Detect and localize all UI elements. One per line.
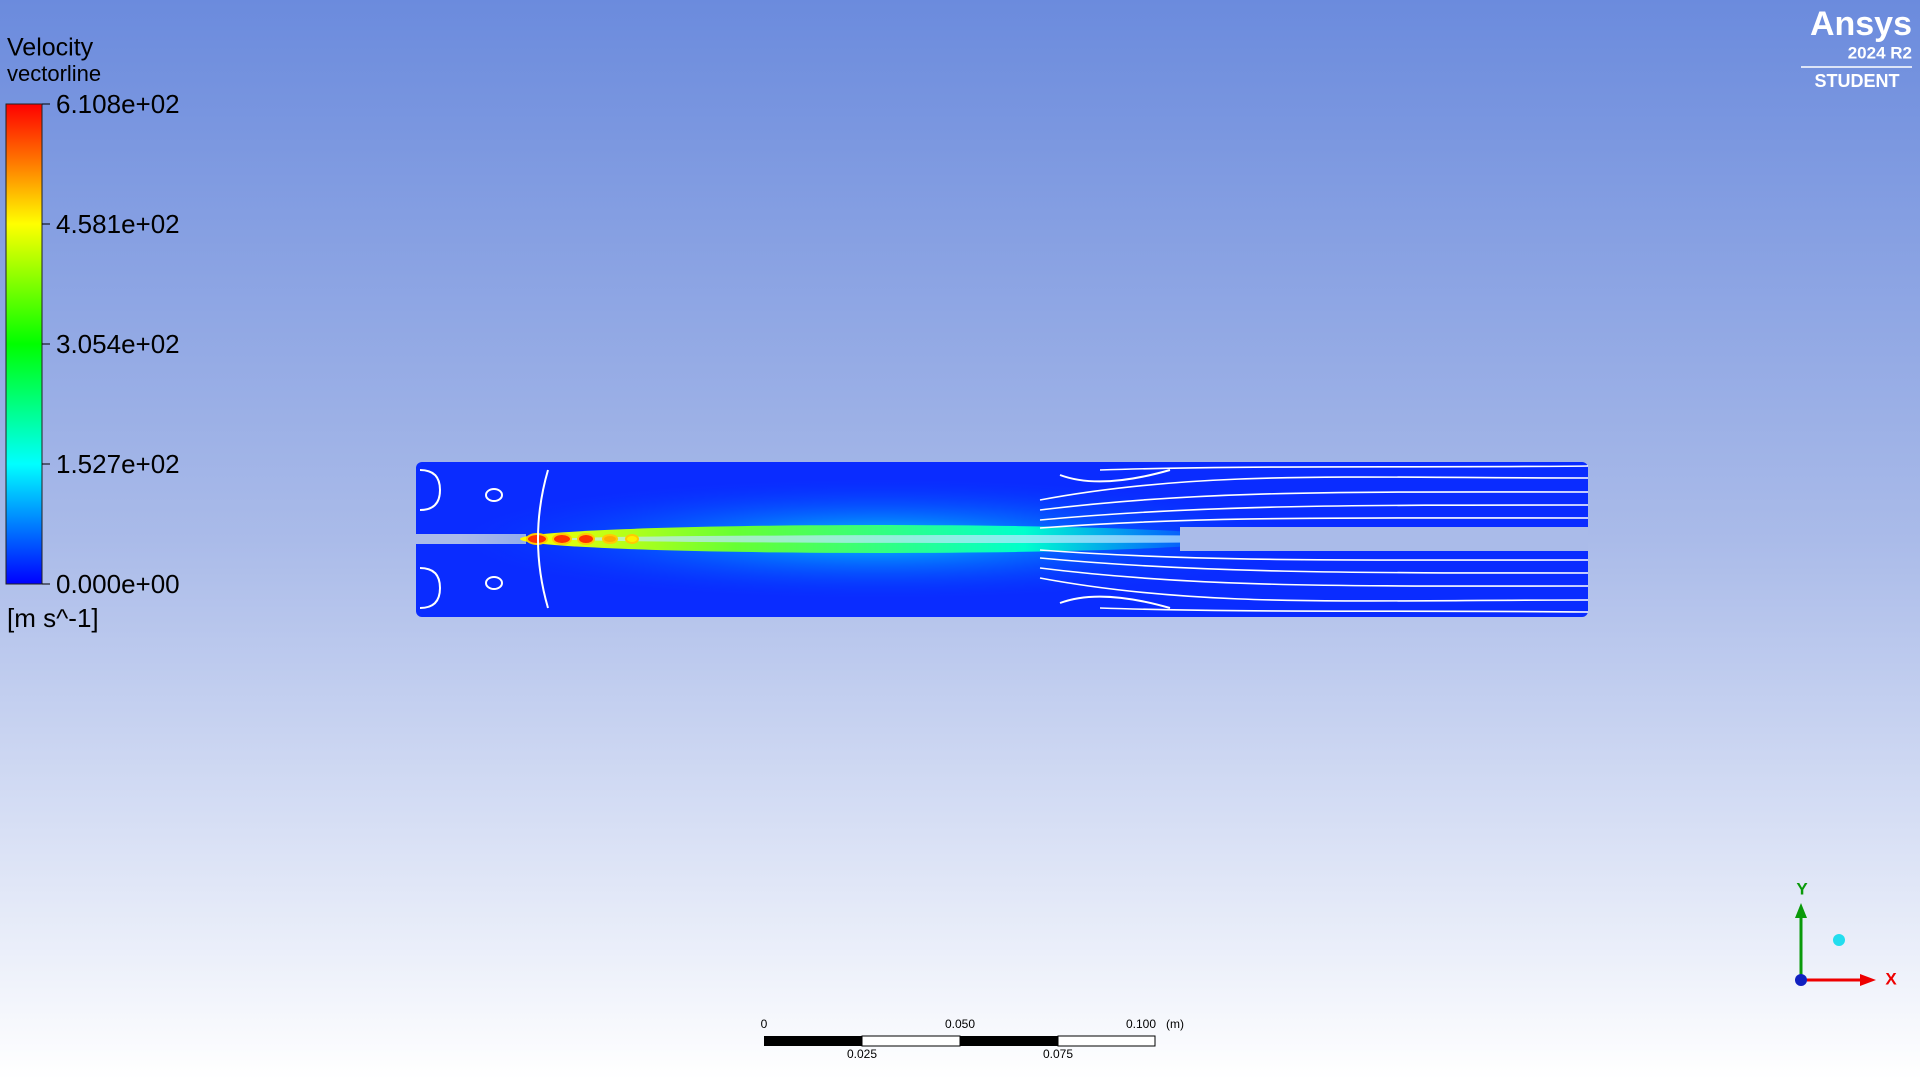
legend-tick-label: 6.108e+02 [56, 89, 180, 119]
brand-version: 2024 R2 [1848, 43, 1912, 62]
scale-label: 0.100 [1126, 1017, 1156, 1031]
axis-label-x: X [1885, 969, 1897, 988]
legend-title: Velocity [7, 34, 94, 62]
scale-label: 0 [761, 1017, 768, 1031]
colorbar [5, 103, 43, 585]
legend-unit: [m s^-1] [7, 603, 99, 633]
scale-bar: 0 0.050 0.100 (m) 0.025 0.075 [761, 1017, 1184, 1061]
scale-label: 0.075 [1043, 1047, 1073, 1061]
legend-tick-label: 1.527e+02 [56, 449, 180, 479]
legend-tick-label: 0.000e+00 [56, 569, 180, 599]
scale-label: 0.025 [847, 1047, 877, 1061]
legend-subtitle: vectorline [7, 61, 101, 86]
flow-field [416, 462, 1589, 617]
axis-label-y: Y [1796, 879, 1808, 898]
axes-triad: Y X [1795, 879, 1897, 988]
scale-label: 0.050 [945, 1017, 975, 1031]
brand-edition: STUDENT [1815, 71, 1900, 91]
scale-unit: (m) [1166, 1017, 1184, 1031]
legend-tick-label: 4.581e+02 [56, 209, 180, 239]
legend-ticks: 6.108e+02 4.581e+02 3.054e+02 1.527e+02 0.00… [42, 89, 180, 599]
brand-name: Ansys [1810, 5, 1912, 43]
legend-tick-label: 3.054e+02 [56, 329, 180, 359]
